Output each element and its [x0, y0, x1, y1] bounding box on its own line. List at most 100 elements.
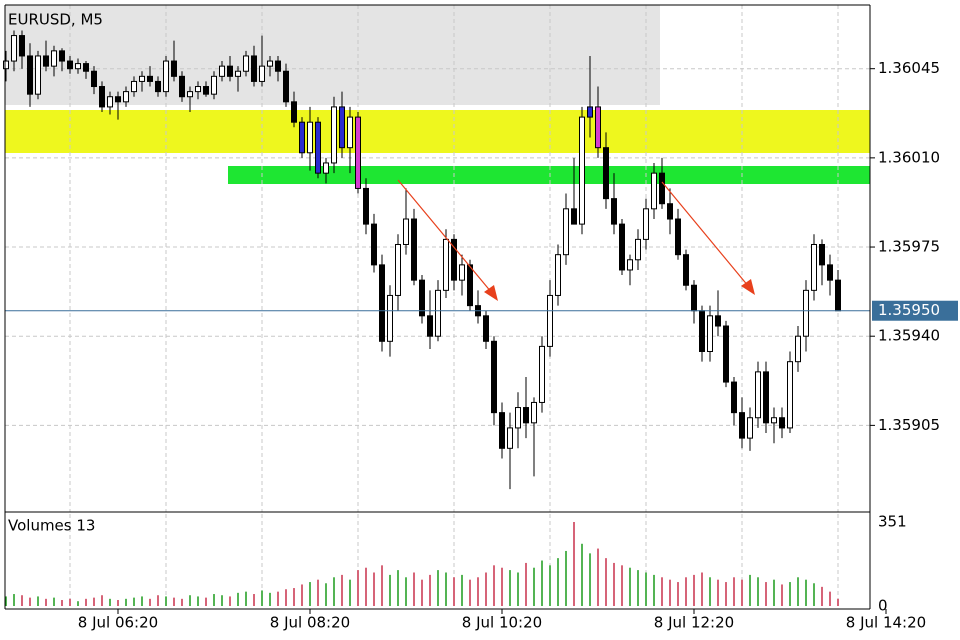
- candle-body: [27, 55, 33, 95]
- candle-body: [467, 264, 473, 307]
- candle-body: [539, 345, 545, 403]
- candle-body: [419, 279, 425, 317]
- candle-body: [43, 55, 49, 67]
- x-tick-label: 8 Jul 10:20: [462, 614, 542, 632]
- candle-body: [603, 147, 609, 200]
- candle-body: [307, 121, 313, 154]
- candle-body: [235, 70, 241, 77]
- candle-body: [283, 70, 289, 103]
- candle-body: [707, 315, 713, 352]
- candle-body: [155, 80, 161, 93]
- candle-body: [243, 55, 249, 72]
- candle-body: [387, 294, 393, 342]
- x-tick-label: 8 Jul 06:20: [78, 614, 158, 632]
- candle-body: [579, 116, 585, 225]
- candle-body: [507, 427, 513, 449]
- candle-body: [515, 407, 521, 429]
- candle-body: [267, 60, 273, 67]
- volume-tick-label: 351: [878, 513, 907, 531]
- arrow-head: [741, 279, 755, 295]
- candle-body: [227, 65, 233, 77]
- chart-title: EURUSD, M5: [8, 11, 103, 29]
- candle-body: [795, 335, 801, 363]
- candle-body: [275, 60, 281, 72]
- candle-body: [563, 208, 569, 256]
- yellow-zone: [5, 110, 870, 153]
- candle-body: [291, 101, 297, 123]
- candle-body: [379, 264, 385, 342]
- candle-body: [395, 243, 401, 296]
- candle-body: [787, 361, 793, 429]
- arrow-line: [397, 179, 493, 294]
- candle-body: [755, 371, 761, 419]
- candle-body: [371, 223, 377, 266]
- y-tick-label: 1.36010: [878, 148, 940, 166]
- candle-body: [491, 340, 497, 414]
- candle-body: [819, 243, 825, 266]
- gray-zone: [5, 5, 660, 105]
- candle-body: [347, 116, 353, 149]
- candle-body: [219, 65, 225, 77]
- candle-body: [19, 35, 25, 57]
- candle-body: [331, 106, 337, 164]
- candle-body: [99, 86, 105, 108]
- x-tick-label: 8 Jul 08:20: [270, 614, 350, 632]
- x-tick-label: 8 Jul 12:20: [654, 614, 734, 632]
- candle-body: [91, 70, 97, 88]
- candle-body: [163, 60, 169, 93]
- candle-body: [499, 412, 505, 449]
- candle-body: [731, 381, 737, 414]
- plot-layer: [3, 5, 870, 606]
- candle-body: [187, 91, 193, 98]
- candle-body: [179, 75, 185, 98]
- candle-body: [131, 80, 137, 93]
- candle-body: [747, 417, 753, 439]
- candle-body: [51, 50, 57, 67]
- arrow-head: [484, 285, 498, 301]
- candle-body: [691, 284, 697, 312]
- candle-body: [771, 417, 777, 424]
- candle-body: [587, 106, 593, 118]
- candle-body: [3, 60, 9, 70]
- candle-body: [67, 60, 73, 70]
- candle-body: [363, 187, 369, 225]
- candle-body: [427, 315, 433, 337]
- candle-body: [651, 172, 657, 210]
- candle-body: [779, 417, 785, 429]
- candle-body: [683, 254, 689, 286]
- candle-body: [715, 315, 721, 327]
- y-tick-label: 1.36045: [878, 59, 940, 77]
- candle-body: [675, 218, 681, 256]
- candle-body: [299, 121, 305, 154]
- candle-body: [723, 325, 729, 383]
- arrow-line: [661, 181, 750, 288]
- candle-body: [619, 223, 625, 271]
- candle-body: [83, 63, 89, 72]
- candle-body: [763, 371, 769, 424]
- candle-body: [667, 203, 673, 220]
- candle-body: [595, 106, 601, 149]
- candle-body: [195, 86, 201, 93]
- candle-body: [483, 315, 489, 342]
- candle-body: [635, 238, 641, 261]
- candle-body: [531, 401, 537, 424]
- candle-body: [147, 75, 153, 82]
- candle-body: [203, 86, 209, 95]
- candle-body: [435, 289, 441, 337]
- candle-body: [339, 106, 345, 149]
- y-tick-label: 1.35975: [878, 238, 940, 256]
- candle-body: [107, 96, 113, 108]
- candle-body: [611, 198, 617, 225]
- y-tick-label: 1.35905: [878, 416, 940, 434]
- x-tick-label: 8 Jul 14:20: [846, 614, 926, 632]
- candle-body: [547, 294, 553, 347]
- volume-tick-label: 0: [878, 597, 888, 615]
- candle-body: [139, 75, 145, 82]
- last-price-box: [872, 300, 958, 321]
- candle-body: [659, 172, 665, 205]
- candle-body: [571, 208, 577, 225]
- candle-body: [827, 264, 833, 281]
